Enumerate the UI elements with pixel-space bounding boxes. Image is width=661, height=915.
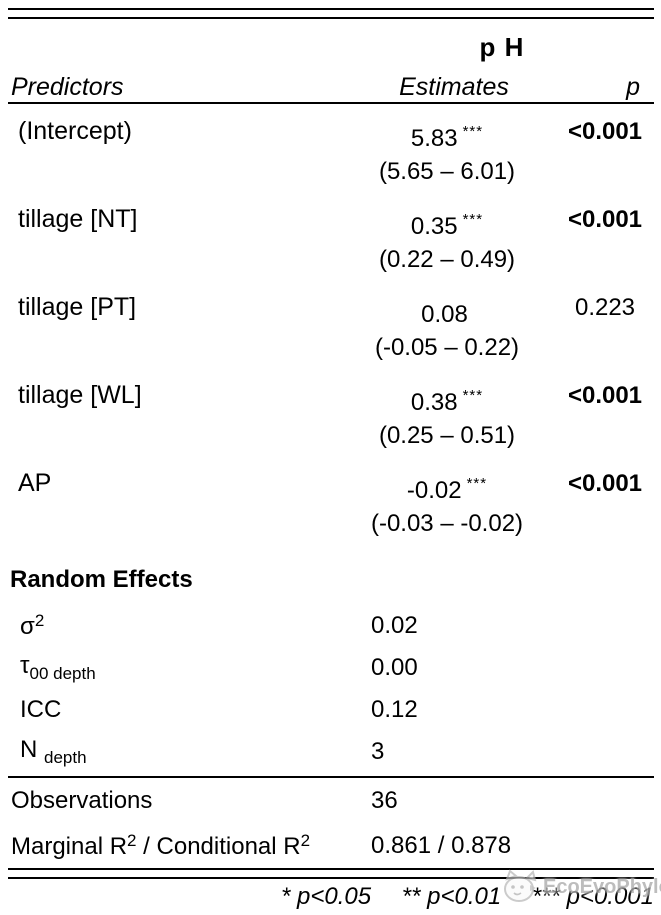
random-effects-section: σ2 0.02 τ00 depth 0.00 ICC 0.12 N depth … bbox=[8, 605, 654, 773]
predictor-label: tillage [NT] bbox=[18, 205, 138, 233]
model-summary-section: Observations 36 Marginal R2 / Conditiona… bbox=[8, 778, 654, 868]
significance-stars: *** bbox=[462, 211, 484, 228]
observations-label: Observations bbox=[11, 786, 153, 814]
table-row: τ00 depth 0.00 bbox=[8, 647, 654, 689]
column-header-estimates: Estimates bbox=[399, 73, 509, 101]
n-symbol: N bbox=[20, 736, 38, 763]
n-subscript: depth bbox=[44, 748, 87, 767]
table-row: σ2 0.02 bbox=[8, 605, 654, 647]
icc-label: ICC bbox=[20, 696, 62, 723]
r-squared-value: 0.861 / 0.878 bbox=[371, 831, 512, 859]
p-value: <0.001 bbox=[567, 206, 643, 233]
estimate-value: 0.08 bbox=[421, 301, 468, 328]
header-rule bbox=[8, 102, 654, 104]
confidence-interval: (-0.05 – 0.22) bbox=[374, 334, 520, 361]
tau-symbol: τ bbox=[20, 652, 30, 679]
significance-stars: *** bbox=[462, 387, 484, 404]
confidence-interval: (0.25 – 0.51) bbox=[378, 422, 516, 449]
estimate-value: -0.02 bbox=[406, 477, 462, 504]
table-row: (Intercept) 5.83 *** (5.65 – 6.01) <0.001 bbox=[8, 104, 654, 192]
estimate-line: -0.02 *** bbox=[338, 469, 556, 505]
estimate-cell: 5.83 *** (5.65 – 6.01) bbox=[338, 117, 556, 192]
bottom-double-rule bbox=[8, 868, 654, 879]
estimate-line: 0.38 *** bbox=[338, 381, 556, 417]
model-table: p H Predictors Estimates p (Intercept) 5… bbox=[8, 8, 654, 910]
random-effects-section-title: Random Effects bbox=[10, 566, 193, 593]
p-value: <0.001 bbox=[567, 470, 643, 497]
table-row: N depth 3 bbox=[8, 731, 654, 773]
observations-row: Observations 36 bbox=[8, 778, 654, 823]
tau-label: τ00 depth bbox=[8, 652, 338, 684]
estimate-value: 0.38 bbox=[410, 389, 458, 416]
r2-superscript-1: 2 bbox=[127, 830, 137, 850]
r2-superscript-2: 2 bbox=[300, 830, 311, 850]
estimate-line: 5.83 *** bbox=[338, 117, 556, 153]
r-squared-row: Marginal R2 / Conditional R2 0.861 / 0.8… bbox=[8, 823, 654, 868]
dependent-variable-header: p H bbox=[479, 32, 525, 62]
table-row: tillage [NT] 0.35 *** (0.22 – 0.49) <0.00… bbox=[8, 192, 654, 280]
r2-label-part1: Marginal R bbox=[11, 832, 128, 860]
column-header-predictors: Predictors bbox=[11, 73, 124, 101]
dependent-variable-row: p H bbox=[8, 32, 654, 62]
tau-value: 0.00 bbox=[371, 654, 418, 681]
table-row: ICC 0.12 bbox=[8, 689, 654, 731]
r-squared-label: Marginal R2 / Conditional R2 bbox=[8, 831, 338, 861]
observations-value: 36 bbox=[371, 786, 398, 814]
column-header-p: p bbox=[626, 73, 640, 101]
estimate-cell: 0.35 *** (0.22 – 0.49) bbox=[338, 205, 556, 280]
top-double-rule bbox=[8, 8, 654, 19]
r2-label-part2: / Conditional R bbox=[136, 832, 301, 860]
n-groups-label: N depth bbox=[8, 736, 338, 768]
table-row: AP -0.02 *** (-0.03 – -0.02) <0.001 bbox=[8, 456, 654, 544]
estimate-line: 0.08 bbox=[338, 293, 556, 329]
estimate-cell: 0.08 (-0.05 – 0.22) bbox=[338, 293, 556, 368]
predictor-label: tillage [PT] bbox=[18, 293, 137, 321]
estimate-cell: 0.38 *** (0.25 – 0.51) bbox=[338, 381, 556, 456]
legend-item-p001: *** p<0.001 bbox=[531, 883, 654, 910]
tau-subscript: 00 depth bbox=[29, 664, 96, 683]
icc-value: 0.12 bbox=[371, 696, 418, 723]
empty-cell bbox=[8, 32, 338, 62]
significance-stars: *** bbox=[466, 475, 488, 492]
confidence-interval: (-0.03 – -0.02) bbox=[370, 510, 524, 537]
significance-legend: * p<0.05 ** p<0.01 *** p<0.001 bbox=[8, 883, 654, 910]
legend-item-p01: ** p<0.01 bbox=[401, 883, 502, 910]
fixed-effects-section: (Intercept) 5.83 *** (5.65 – 6.01) <0.001… bbox=[8, 104, 654, 544]
predictor-label: tillage [WL] bbox=[18, 381, 142, 409]
estimate-value: 0.35 bbox=[410, 213, 458, 240]
sigma-squared-label: σ2 bbox=[8, 611, 338, 641]
p-value: 0.223 bbox=[574, 294, 636, 321]
predictor-label: (Intercept) bbox=[18, 117, 132, 145]
legend-item-p05: * p<0.05 bbox=[281, 883, 372, 910]
sigma-squared-value: 0.02 bbox=[371, 612, 418, 639]
significance-stars: *** bbox=[462, 123, 484, 140]
table-row: tillage [PT] 0.08 (-0.05 – 0.22) 0.223 bbox=[8, 280, 654, 368]
confidence-interval: (5.65 – 6.01) bbox=[378, 158, 516, 185]
n-groups-value: 3 bbox=[371, 738, 385, 765]
confidence-interval: (0.22 – 0.49) bbox=[378, 246, 516, 273]
sigma-symbol: σ bbox=[20, 613, 35, 640]
table-row: tillage [WL] 0.38 *** (0.25 – 0.51) <0.00… bbox=[8, 368, 654, 456]
estimate-line: 0.35 *** bbox=[338, 205, 556, 241]
p-value: <0.001 bbox=[567, 118, 643, 145]
sigma-superscript: 2 bbox=[34, 611, 45, 630]
summary-rule bbox=[8, 776, 654, 778]
estimate-cell: -0.02 *** (-0.03 – -0.02) bbox=[338, 469, 556, 544]
estimate-value: 5.83 bbox=[410, 125, 458, 152]
predictor-label: AP bbox=[18, 469, 52, 497]
column-header-row: Predictors Estimates p bbox=[8, 74, 654, 100]
p-value: <0.001 bbox=[567, 382, 643, 409]
